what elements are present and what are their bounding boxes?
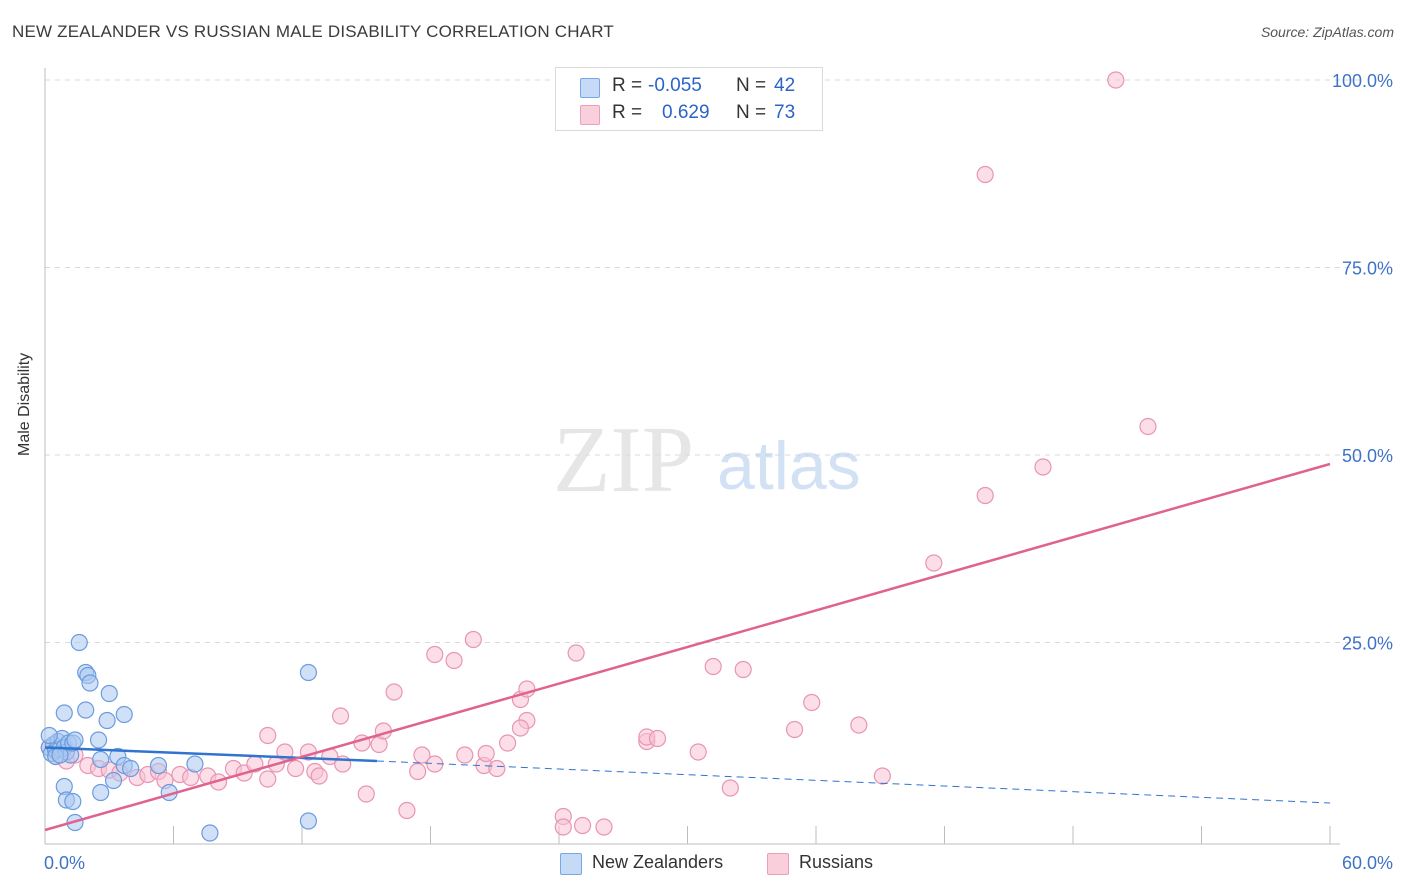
new-zealanders-point <box>55 704 73 722</box>
new-zealanders-point <box>40 726 58 745</box>
chart-title: NEW ZEALANDER VS RUSSIAN MALE DISABILITY… <box>12 22 615 41</box>
legend-r-label: R = <box>612 75 643 96</box>
y-tick-label: 50.0% <box>1342 446 1393 466</box>
russians-point <box>477 744 495 763</box>
y-tick-label: 75.0% <box>1342 259 1393 279</box>
bottom-legend-label-new-zealanders: New Zealanders <box>592 852 724 872</box>
russians-point <box>398 801 416 820</box>
russians-point <box>689 743 707 761</box>
new-zealanders-point <box>81 674 99 692</box>
new-zealanders-point <box>92 783 110 802</box>
russians-point <box>426 645 444 664</box>
russians-point <box>785 720 804 739</box>
y-axis-label: Male Disability <box>16 352 33 456</box>
russians-point <box>1139 417 1157 436</box>
new-zealanders-point <box>100 684 118 703</box>
new-zealanders-trend-line <box>44 746 378 763</box>
russians-point <box>259 770 277 788</box>
watermark-zip: ZIP <box>553 408 694 512</box>
new-zealanders-point <box>89 731 108 749</box>
new-zealanders-point <box>299 663 318 682</box>
legend-n-label: N = <box>736 75 767 96</box>
new-zealanders-point <box>186 755 204 773</box>
x-tick-label: 0.0% <box>44 853 85 873</box>
legend-n-value: 73 <box>774 102 796 123</box>
legend-swatch-russians <box>580 105 600 125</box>
new-zealanders-point <box>299 812 318 830</box>
new-zealanders-trend-extension <box>376 760 1331 804</box>
bottom-legend-swatch-russians <box>767 853 789 875</box>
stats-legend: R = -0.055 N = 42 R = 0.629 N = 73 <box>555 67 823 131</box>
new-zealanders-point <box>70 633 88 652</box>
x-tick-label: 60.0% <box>1342 853 1393 873</box>
grid-layer <box>45 79 1365 643</box>
russians-point <box>331 707 350 725</box>
russians-trend-line <box>44 462 1331 832</box>
russians-point <box>1034 458 1052 476</box>
russians-point <box>511 719 530 737</box>
russians-point <box>721 779 739 797</box>
russians-point <box>409 762 427 781</box>
russians-point <box>595 818 613 836</box>
bottom-legend-swatch-new-zealanders <box>560 853 582 875</box>
new-zealanders-point <box>149 756 168 775</box>
new-zealanders-point <box>98 711 116 730</box>
russians-point <box>499 734 517 752</box>
russians-point <box>850 716 868 734</box>
russians-point <box>734 660 752 679</box>
russians-point <box>357 785 375 803</box>
new-zealanders-point <box>66 731 84 749</box>
y-tick-label: 25.0% <box>1342 634 1393 654</box>
russians-point <box>259 726 277 745</box>
russians-point <box>976 486 994 505</box>
russians-point <box>976 165 994 184</box>
watermark-atlas: atlas <box>717 428 861 504</box>
russians-point <box>873 767 891 785</box>
russians-point <box>554 818 572 836</box>
russians-point <box>385 683 403 701</box>
legend-swatch-new-zealanders <box>580 78 600 98</box>
legend-r-value: 0.629 <box>662 102 710 123</box>
tick-labels: 25.0% 50.0% 75.0% 100.0% 0.0% 60.0% <box>44 71 1393 873</box>
watermark: ZIP atlas <box>553 408 861 512</box>
russians-point <box>310 767 328 785</box>
russians-point <box>286 759 305 778</box>
russians-point <box>573 816 592 835</box>
bottom-legend-label-russians: Russians <box>799 852 874 872</box>
new-zealanders-point <box>77 701 95 719</box>
new-zealanders-point <box>122 759 140 778</box>
legend-r-value: -0.055 <box>648 75 702 96</box>
trend-lines <box>44 462 1331 832</box>
russians-point <box>456 746 474 764</box>
legend-r-label: R = <box>612 102 643 123</box>
legend-n-value: 42 <box>774 75 796 96</box>
new-zealanders-point <box>115 705 133 724</box>
russians-point <box>1107 71 1125 89</box>
new-zealanders-point <box>92 750 110 769</box>
russians-point <box>413 746 431 764</box>
legend-n-label: N = <box>736 102 767 123</box>
chart-source: Source: ZipAtlas.com <box>1260 24 1394 40</box>
russians-point <box>803 693 821 712</box>
russians-point <box>704 657 722 676</box>
new-zealanders-point <box>64 792 82 811</box>
russians-point <box>925 554 943 572</box>
russians-point <box>648 729 667 748</box>
russians-point <box>567 644 585 662</box>
russians-point <box>464 630 482 649</box>
russians-point <box>445 651 463 670</box>
new-zealanders-point <box>104 771 123 790</box>
y-tick-label: 100.0% <box>1332 71 1393 91</box>
new-zealanders-point <box>201 824 219 842</box>
russians-point <box>488 759 506 778</box>
